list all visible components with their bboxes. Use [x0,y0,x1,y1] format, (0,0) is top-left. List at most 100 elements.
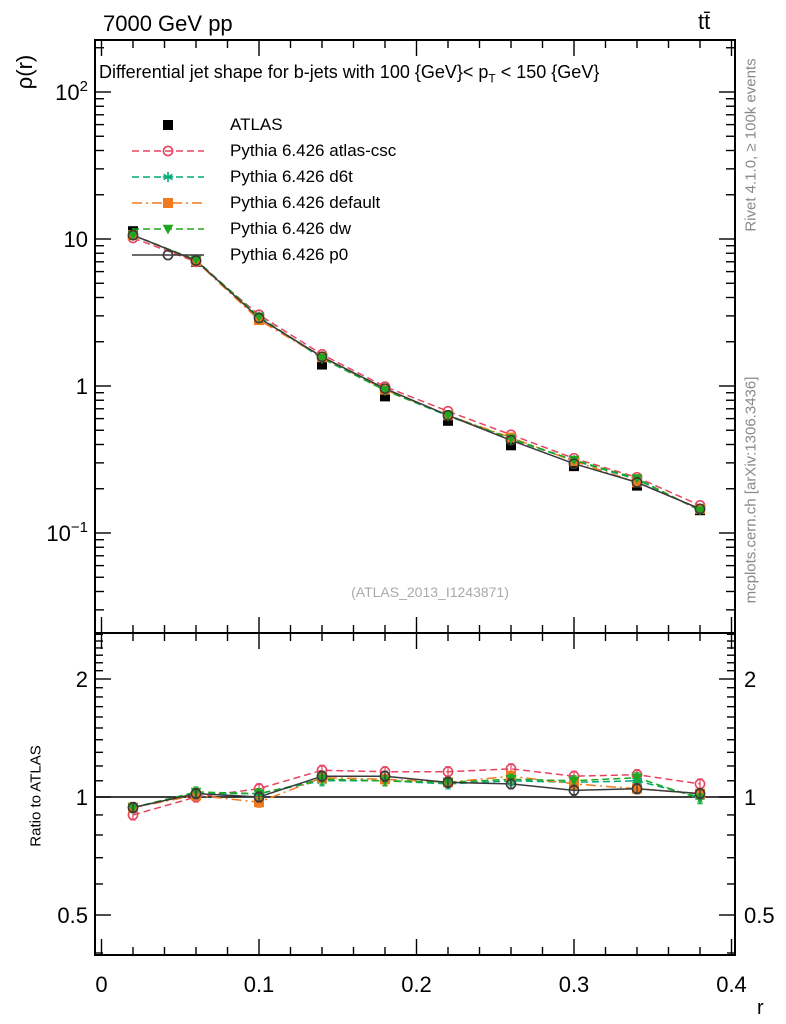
legend-label: Pythia 6.426 atlas-csc [230,141,397,160]
series-markers-pythia-6-426-dw [127,230,706,517]
mc-data-point [505,434,517,446]
x-axis-ticks [100,40,733,955]
legend-label: ATLAS [230,115,283,134]
main-y-tick-label: 10−1 [46,519,88,546]
ratio-y-ticks [95,633,735,954]
ratio-y-tick-label-left: 1 [76,785,88,810]
atlas-data-point [380,391,390,402]
ratio-axis-title: Ratio to ATLAS [27,745,45,847]
mc-data-point [127,230,139,241]
legend-marker-atlas [163,120,173,130]
mc-data-point [568,458,580,470]
legend-label: Pythia 6.426 default [230,193,381,212]
series-markers-pythia-6-426-atlas-csc [127,232,706,511]
legend-marker-pythia-6-426-dw [132,224,204,235]
mc-data-point [190,255,202,266]
ratio-markers-pythia-6-426-p0 [127,770,706,814]
legend-item: Pythia 6.426 default [130,190,396,216]
legend-item: Pythia 6.426 p0 [130,242,396,268]
ratio-panel-frame [94,632,736,956]
mc-data-point [379,386,391,396]
plot-title-sub: T [488,71,496,86]
ratio-data-point [442,776,454,788]
plot-title: Differential jet shape for b-jets with 1… [99,62,599,86]
ratio-data-point [568,776,580,787]
ratio-data-point [442,766,454,778]
ratio-line-pythia-6-426-default [132,775,701,809]
legend-item: Pythia 6.426 atlas-csc [130,138,396,164]
mc-data-point [631,476,643,488]
series-line-pythia-6-426-default [132,234,701,510]
generator-version-note: Rivet 4.1.0, ≥ 100k events [742,58,760,232]
legend-glyph [162,171,174,183]
x-axis-title: r [757,997,764,1019]
legend-glyph [163,120,173,130]
legend-label: Pythia 6.426 dw [230,219,351,238]
x-tick-label: 0.2 [401,972,432,997]
legend-label: Pythia 6.426 p0 [230,245,349,264]
mc-data-point [190,255,202,266]
ratio-line-pythia-6-426-p0 [132,775,701,809]
axis-tick-labels: 102 10 1 10−1 2 2 1 1 0.5 0.5 0 0.1 0.2 0.3 0.4 [46,78,774,997]
beam-energy-label: 7000 GeV pp [103,11,233,36]
legend-marker-pythia-6-426-d6t [132,171,204,183]
ratio-y-tick-label-right: 0.5 [744,903,775,928]
process-label: tt̄ [698,9,711,34]
main-y-ticks [95,47,735,611]
ratio-y-tick-label-left: 0.5 [57,903,88,928]
legend-marker-pythia-6-426-p0 [132,249,204,261]
mc-data-point [316,351,328,363]
main-y-tick-label: 10 [64,227,88,252]
mc-data-point [631,474,643,484]
legend: ATLAS Pythia 6.426 atlas-csc Pythia 6.426 … [130,112,396,268]
series-markers-pythia-6-426-p0 [127,229,706,515]
ratio-data-point [379,770,391,782]
y-axis-title: ρ(r) [12,54,37,90]
ratio-line-pythia-6-426-d6t [132,780,701,809]
legend-item: Pythia 6.426 d6t [130,164,396,190]
plot-title-pre: Differential jet shape for b-jets with 1… [99,62,489,82]
legend-label: Pythia 6.426 d6t [230,167,353,186]
ratio-data-point [694,788,706,800]
mc-data-point [127,229,139,241]
ratio-y-tick-label-left: 2 [76,667,88,692]
legend-marker-pythia-6-426-atlas-csc [132,145,204,157]
mc-data-point [442,409,454,421]
ratio-data-point [316,770,328,782]
legend-item: ATLAS [130,112,396,138]
ratio-data-point [505,778,517,790]
legend-glyph [162,145,174,157]
ratio-data-point [253,791,265,803]
series-line-pythia-6-426-d6t [132,234,701,511]
mc-data-point [379,383,391,395]
x-tick-label: 0.1 [244,972,275,997]
analysis-watermark: (ATLAS_2013_I1243871) [351,584,509,600]
series-line-pythia-6-426-p0 [132,234,701,510]
mc-data-point [442,411,454,421]
mc-data-point [694,503,706,515]
mcplots-reference-note: mcplots.cern.ch [arXiv:1306.3436] [742,376,760,604]
ratio-data-point [631,783,643,795]
ratio-data-point [568,784,580,796]
ratio-data-point [190,788,202,800]
series-line-pythia-6-426-dw [132,234,701,512]
ratio-panel-series [127,763,706,821]
main-panel-series [132,234,701,512]
ratio-line-pythia-6-426-dw [132,776,701,809]
main-y-tick-label: 1 [76,374,88,399]
mc-data-point [316,353,328,364]
legend-glyph [162,249,174,261]
ratio-y-tick-label-right: 1 [744,785,756,810]
legend-glyph [162,224,174,235]
ratio-data-point [127,802,139,813]
legend-item: Pythia 6.426 dw [130,216,396,242]
mc-data-point [694,506,706,517]
atlas-data-point [317,359,327,370]
plot-frames [94,39,736,956]
mc-data-point [568,455,580,466]
ratio-line-pythia-6-426-atlas-csc [132,768,701,816]
ratio-y-tick-label-right: 2 [744,667,756,692]
series-line-pythia-6-426-atlas-csc [132,237,701,507]
